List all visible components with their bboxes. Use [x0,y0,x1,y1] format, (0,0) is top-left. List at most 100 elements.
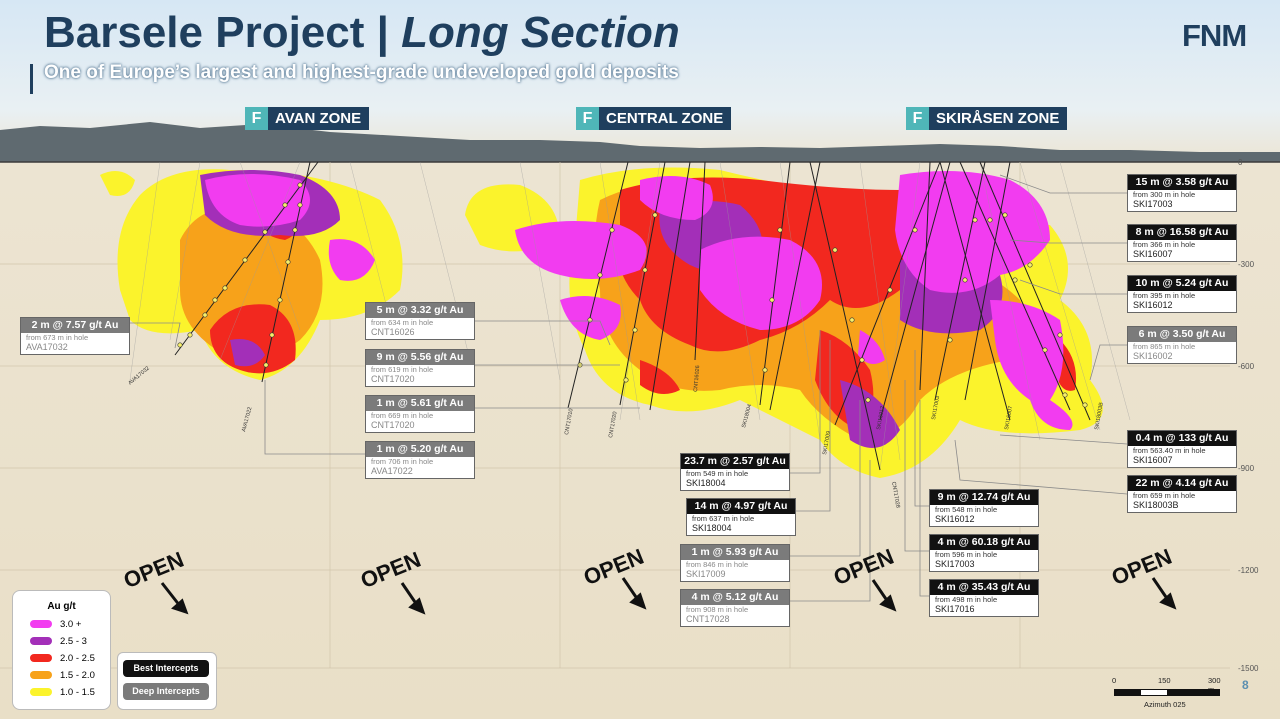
legend-swatch [30,671,52,679]
zone-label: CENTRAL ZONE [606,110,724,127]
intercept-hole: AVA17032 [26,342,68,352]
depth-label: -300 [1238,260,1255,269]
legend-label: 3.0 + [60,619,82,630]
intercept-from: from 637 m in hole [692,514,755,523]
title-main: Barsele Project | [44,8,402,57]
intercept-from: from 498 m in hole [935,595,998,604]
surface-topography [0,122,1280,162]
intercept-from: from 659 m in hole [1133,491,1196,500]
scale-tick: 150 [1158,676,1171,685]
intercept-hole: SKI18004 [686,478,726,488]
intercept-headline: 1 m @ 5.20 g/t Au [366,442,474,457]
intercept-callout: 0.4 m @ 133 g/t Au from 563.40 m in hole S… [1127,430,1237,468]
legend-label: 2.5 - 3 [60,636,87,647]
drill-traces [174,161,1091,471]
legend-label: 2.0 - 2.5 [60,653,95,664]
zone-label: AVAN ZONE [275,110,362,127]
intercept-callout: 9 m @ 12.74 g/t Au from 548 m in hole SKI1… [929,489,1039,527]
hole-label: CNT16026 [693,365,701,392]
intercept-headline: 9 m @ 12.74 g/t Au [930,490,1038,505]
intercept-headline: 4 m @ 60.18 g/t Au [930,535,1038,550]
hole-label: AVA17032 [127,366,150,387]
zone-tag-avan: F AVAN ZONE [245,107,370,130]
intercept-hole: CNT17020 [371,374,415,384]
intercept-callout: 8 m @ 16.58 g/t Au from 366 m in hole SKI1… [1127,224,1237,262]
scale-bar-graphic [1114,689,1220,696]
zone-tag-skirasen: F SKIRÅSEN ZONE [906,107,1068,130]
intercept-from: from 563.40 m in hole [1133,446,1206,455]
intercept-headline: 2 m @ 7.57 g/t Au [21,318,129,333]
intercept-callout: 14 m @ 4.97 g/t Au from 637 m in hole SKI1… [686,498,796,536]
intercept-hole: SKI17003 [1133,199,1173,209]
intercept-callout: 4 m @ 35.43 g/t Au from 498 m in hole SKI1… [929,579,1039,617]
intercept-headline: 4 m @ 5.12 g/t Au [681,590,789,605]
page-number: 8 [1242,678,1249,692]
intercept-callout: 23.7 m @ 2.57 g/t Au from 549 m in hole SK… [680,453,790,491]
intercept-from: from 908 m in hole [686,605,749,614]
intercept-hole: SKI16007 [1133,455,1173,465]
intercept-from: from 846 m in hole [686,560,749,569]
intercept-from: from 865 m in hole [1133,342,1196,351]
intercept-headline: 10 m @ 5.24 g/t Au [1128,276,1236,291]
depth-label: 0 [1238,158,1243,167]
zone-label: SKIRÅSEN ZONE [936,110,1060,127]
hole-label: SKI16012 [876,406,886,431]
intercept-headline: 15 m @ 3.58 g/t Au [1128,175,1236,190]
intercept-hole: SKI17009 [686,569,726,579]
intercept-from: from 706 m in hole [371,457,434,466]
legend-swatch [30,688,52,696]
key-deep-intercepts: Deep Intercepts [123,683,209,700]
scale-tick: 0 [1112,676,1117,685]
intercept-hole: SKI16012 [935,514,975,524]
hole-label: CNT17010 [564,408,575,435]
drill-samples [177,182,1088,408]
legend-swatch [30,654,52,662]
azimuth-label: Azimuth 025 [1144,700,1186,709]
grade-legend: Au g/t 3.0 + 2.5 - 3 2.0 - 2.5 1.5 - 2.0… [12,590,111,710]
hole-label: CNT17028 [890,481,901,508]
intercept-headline: 1 m @ 5.61 g/t Au [366,396,474,411]
intercept-hole: CNT17028 [686,614,730,624]
intercept-headline: 5 m @ 3.32 g/t Au [366,303,474,318]
scale-bar: 0 150 300 m Azimuth 025 [1112,676,1228,714]
intercept-from: from 596 m in hole [935,550,998,559]
grade-3-0-plus [205,171,1073,430]
intercept-from: from 548 m in hole [935,505,998,514]
intercept-hole: SKI16007 [1133,249,1173,259]
drill-hole-labels: AVA17032 AVA17022 CNT17010 CNT17020 CNT1… [127,365,1104,508]
zone-f-icon: F [906,107,929,130]
hole-label: CNT17020 [608,411,619,438]
intercept-from: from 395 m in hole [1133,291,1196,300]
intercept-hole: SKI18004 [692,523,732,533]
depth-label: -900 [1238,464,1255,473]
intercept-headline: 8 m @ 16.58 g/t Au [1128,225,1236,240]
intercept-callout: 1 m @ 5.93 g/t Au from 846 m in hole SKI17… [680,544,790,582]
zone-f-icon: F [576,107,599,130]
title-italic: Long Section [401,8,680,57]
depth-label: -1500 [1238,664,1259,673]
intercept-callout: 10 m @ 5.24 g/t Au from 395 m in hole SKI1… [1127,275,1237,313]
zone-f-icon: F [245,107,268,130]
intercept-hole: CNT16026 [371,327,415,337]
legend-label: 1.0 - 1.5 [60,687,95,698]
intercept-callout: 4 m @ 60.18 g/t Au from 596 m in hole SKI1… [929,534,1039,572]
intercept-callout: 15 m @ 3.58 g/t Au from 300 m in hole SKI1… [1127,174,1237,212]
intercept-from: from 366 m in hole [1133,240,1196,249]
depth-label: -600 [1238,362,1255,371]
legend-title: Au g/t [47,601,76,612]
intercept-headline: 0.4 m @ 133 g/t Au [1128,431,1236,446]
hole-label: SKI17003 [931,396,941,421]
intercept-from: from 669 m in hole [371,411,434,420]
intercept-hole: CNT17020 [371,420,415,430]
intercept-from: from 619 m in hole [371,365,434,374]
intercept-from: from 673 m in hole [26,333,89,342]
intercept-headline: 9 m @ 5.56 g/t Au [366,350,474,365]
hole-label: AVA17022 [241,406,253,432]
intercept-hole: SKI16012 [1133,300,1173,310]
intercept-headline: 23.7 m @ 2.57 g/t Au [681,454,789,469]
intercept-headline: 1 m @ 5.93 g/t Au [681,545,789,560]
intercept-callout: 4 m @ 5.12 g/t Au from 908 m in hole CNT17… [680,589,790,627]
intercept-hole: SKI17016 [935,604,975,614]
intercept-hole: SKI16002 [1133,351,1173,361]
